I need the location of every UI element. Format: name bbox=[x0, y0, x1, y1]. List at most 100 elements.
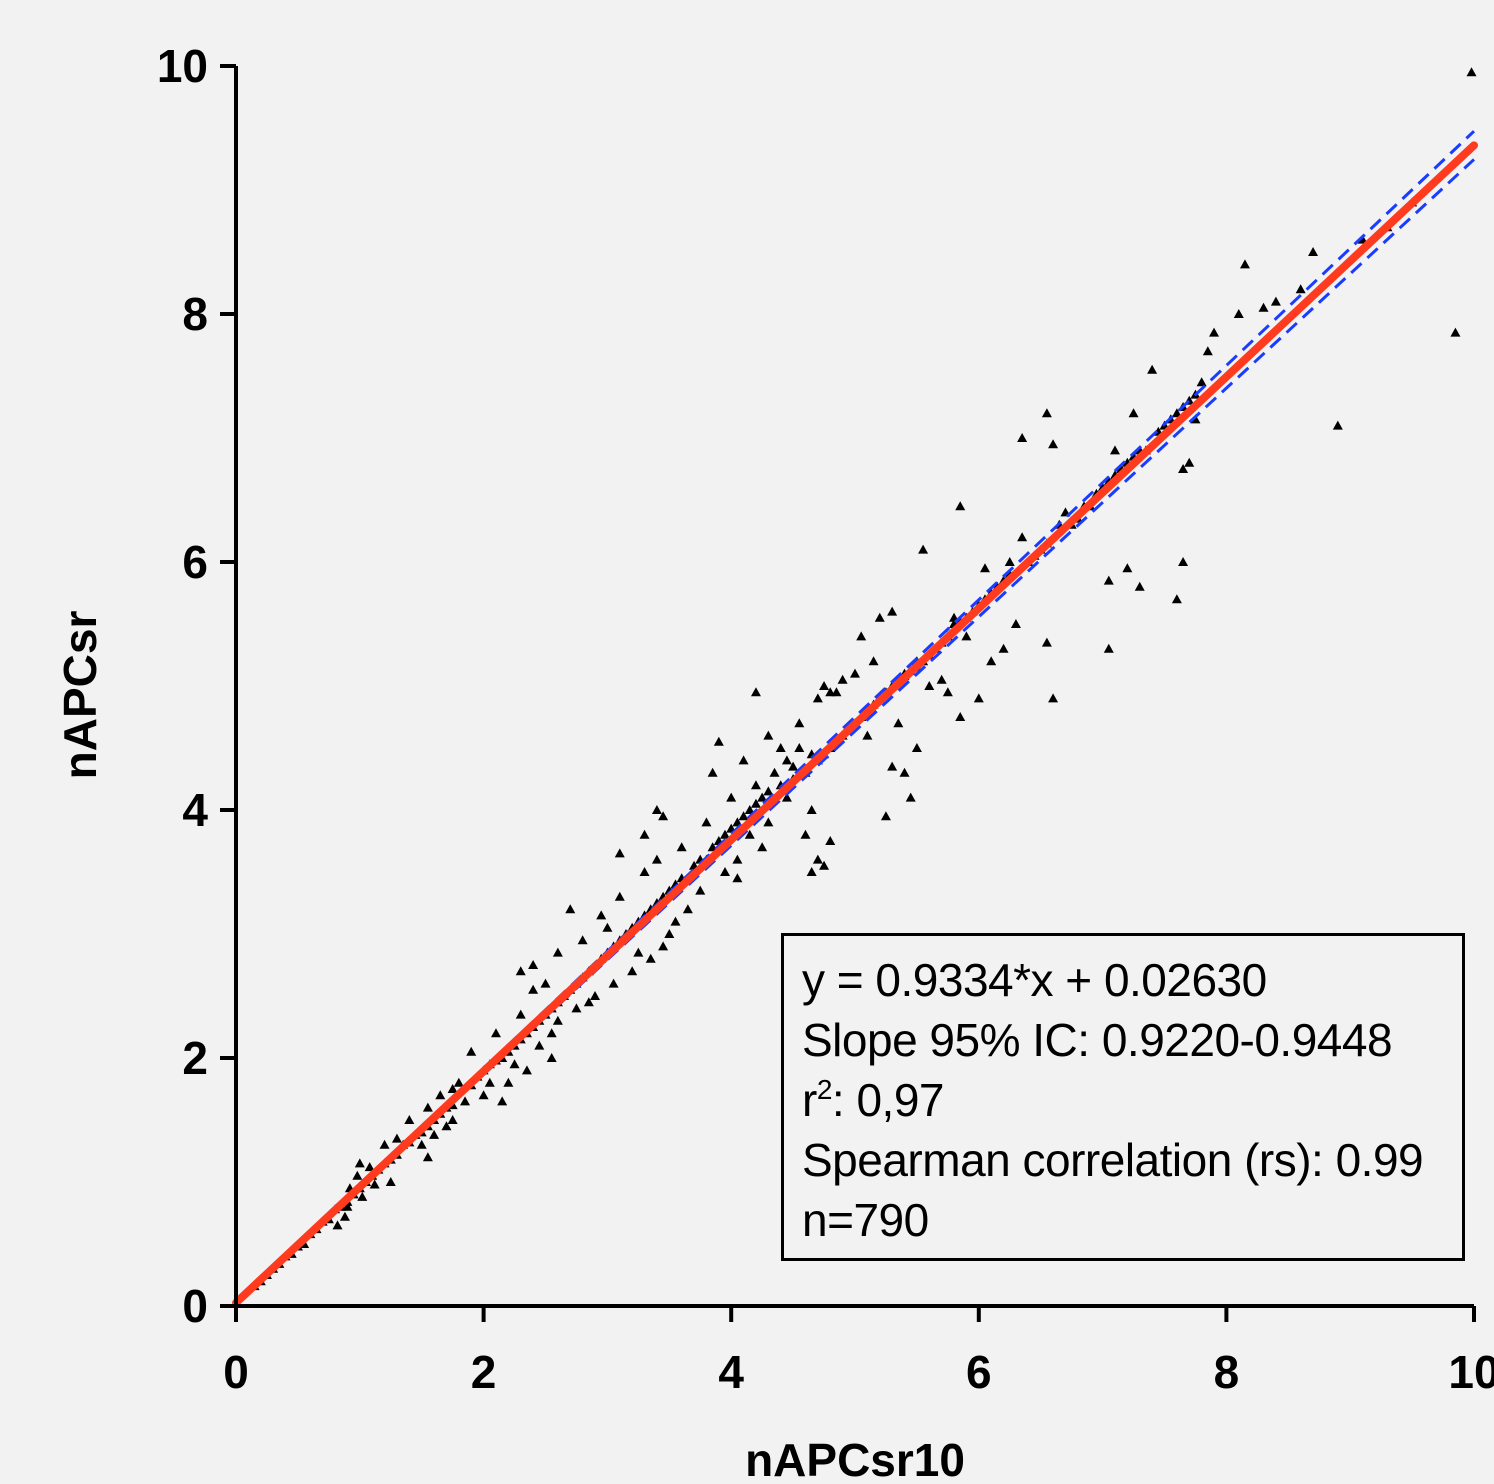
data-point bbox=[540, 978, 551, 988]
data-point bbox=[466, 1046, 477, 1056]
data-point bbox=[794, 743, 805, 752]
data-point bbox=[831, 687, 842, 697]
data-point bbox=[441, 1121, 452, 1131]
data-point bbox=[357, 1191, 368, 1201]
data-point bbox=[707, 842, 718, 852]
r-squared-base: r bbox=[802, 1074, 817, 1126]
data-point bbox=[781, 755, 792, 765]
data-point bbox=[707, 767, 718, 777]
data-point bbox=[775, 743, 786, 752]
data-point bbox=[658, 941, 669, 951]
ci-lower-line bbox=[234, 158, 1476, 1304]
regression-line bbox=[232, 141, 1478, 1307]
data-point bbox=[1233, 309, 1244, 318]
data-point bbox=[651, 805, 662, 814]
data-point bbox=[899, 767, 910, 777]
data-point bbox=[720, 829, 731, 839]
data-point bbox=[757, 792, 768, 802]
data-point bbox=[744, 829, 755, 839]
data-point bbox=[1184, 457, 1195, 467]
data-point bbox=[552, 947, 563, 957]
data-point bbox=[404, 1115, 415, 1124]
data-point bbox=[515, 966, 526, 976]
data-point bbox=[1190, 414, 1201, 424]
data-point bbox=[602, 922, 613, 932]
data-point bbox=[1258, 302, 1269, 312]
data-point bbox=[447, 1084, 458, 1093]
data-point bbox=[1004, 557, 1015, 566]
data-point bbox=[757, 842, 768, 852]
data-point bbox=[534, 1040, 545, 1050]
data-point bbox=[364, 1162, 375, 1172]
data-point bbox=[503, 1077, 514, 1087]
data-point bbox=[484, 1077, 495, 1087]
data-point bbox=[955, 501, 966, 511]
data-point bbox=[732, 854, 743, 864]
data-point bbox=[794, 718, 805, 728]
data-point bbox=[1295, 284, 1306, 294]
data-point bbox=[416, 1139, 427, 1149]
data-point bbox=[788, 761, 799, 771]
data-point bbox=[955, 712, 966, 721]
data-point bbox=[354, 1158, 365, 1168]
data-point bbox=[379, 1139, 390, 1149]
x-tick-label: 6 bbox=[966, 1346, 992, 1398]
data-point bbox=[819, 860, 830, 870]
data-point bbox=[695, 885, 706, 895]
data-point bbox=[1178, 464, 1189, 473]
data-point bbox=[1122, 563, 1133, 573]
annotation-slope-ci: Slope 95% IC: 0.9220-0.9448 bbox=[802, 1014, 1393, 1066]
data-point bbox=[422, 1102, 433, 1112]
data-point bbox=[1103, 575, 1114, 585]
data-point bbox=[819, 681, 830, 690]
data-point bbox=[608, 978, 619, 988]
data-point bbox=[1171, 594, 1182, 604]
data-point bbox=[339, 1211, 350, 1221]
data-point bbox=[701, 817, 712, 827]
data-point bbox=[515, 1009, 526, 1019]
data-point bbox=[1270, 296, 1281, 306]
data-point bbox=[682, 904, 693, 914]
data-point bbox=[460, 1096, 471, 1106]
data-point bbox=[577, 935, 588, 945]
data-point bbox=[800, 829, 811, 839]
data-point bbox=[1041, 637, 1052, 647]
data-point bbox=[453, 1077, 464, 1087]
data-point bbox=[1209, 327, 1220, 337]
data-point bbox=[385, 1177, 396, 1186]
data-point bbox=[435, 1090, 446, 1100]
y-axis-title: nAPCsr bbox=[54, 611, 106, 780]
regression-lines bbox=[232, 130, 1478, 1307]
data-point bbox=[738, 755, 749, 765]
data-point bbox=[639, 829, 650, 839]
data-point bbox=[887, 761, 898, 771]
y-tick-label: 2 bbox=[182, 1032, 208, 1084]
r-squared-value: : 0,97 bbox=[831, 1074, 945, 1126]
data-point bbox=[633, 947, 644, 957]
data-point bbox=[1017, 433, 1028, 442]
data-point bbox=[422, 1152, 433, 1162]
data-point bbox=[583, 997, 594, 1007]
data-point bbox=[1202, 346, 1213, 356]
data-point bbox=[750, 687, 761, 697]
data-point bbox=[429, 1129, 440, 1139]
data-point bbox=[369, 1179, 380, 1189]
data-point bbox=[942, 687, 953, 697]
data-point bbox=[528, 984, 539, 994]
data-point bbox=[868, 656, 879, 666]
data-point bbox=[1048, 693, 1059, 703]
x-tick-label: 2 bbox=[471, 1346, 497, 1398]
data-point bbox=[750, 780, 761, 790]
y-tick-label: 6 bbox=[182, 536, 208, 588]
data-point bbox=[880, 811, 891, 821]
data-point bbox=[664, 929, 675, 938]
y-tick-label: 0 bbox=[182, 1280, 208, 1332]
data-point bbox=[676, 842, 687, 852]
data-point bbox=[1010, 619, 1021, 628]
data-point bbox=[645, 953, 656, 963]
data-point bbox=[850, 668, 860, 678]
data-point bbox=[670, 916, 681, 926]
data-point bbox=[806, 867, 817, 876]
data-point bbox=[1109, 445, 1120, 455]
data-point bbox=[763, 786, 774, 796]
